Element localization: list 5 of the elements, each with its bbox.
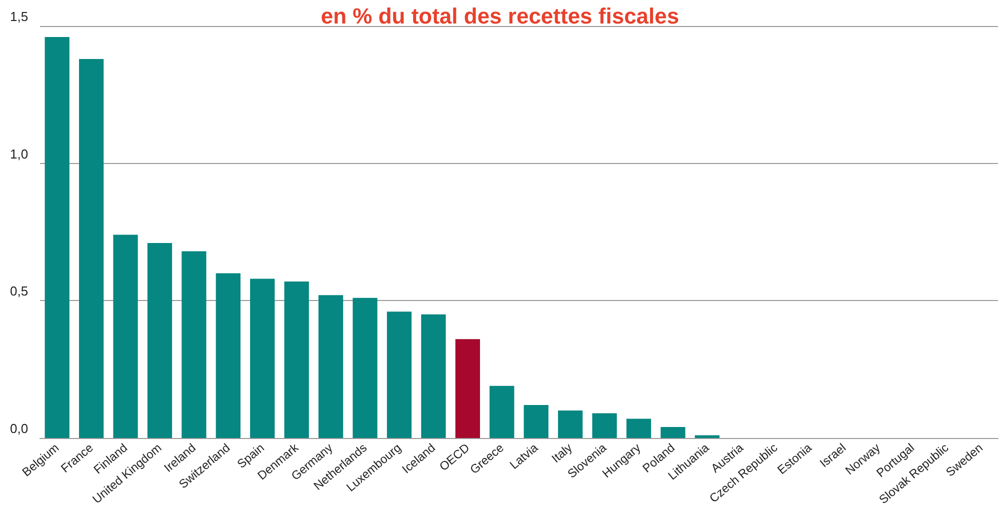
y-tick-label: 1,0: [10, 146, 28, 162]
y-tick-label: 0,5: [10, 284, 28, 299]
y-tick-label: 0,0: [10, 421, 28, 436]
y-tick-label: 1,5: [10, 9, 28, 24]
chart-title: en % du total des recettes fiscales: [320, 4, 680, 28]
